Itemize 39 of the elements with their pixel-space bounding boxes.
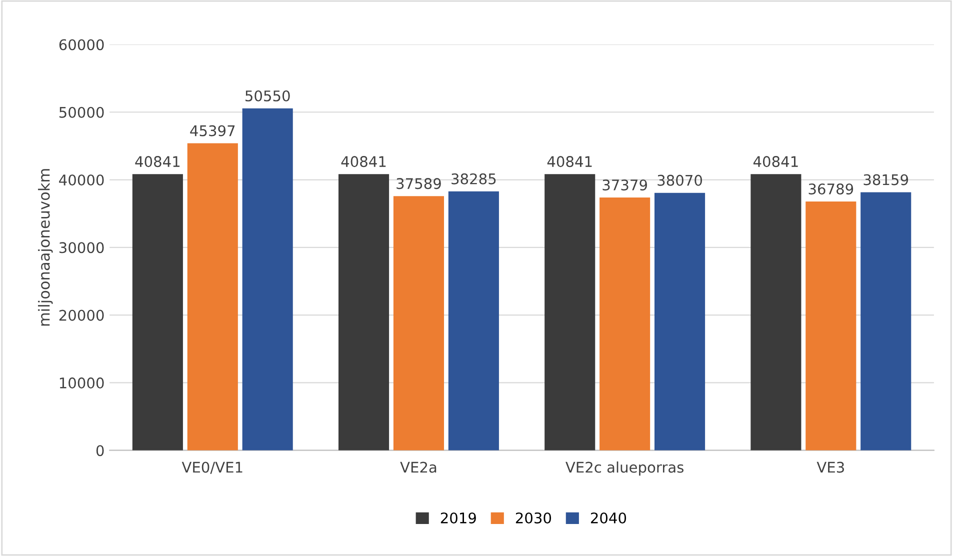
y-axis-title: miljoonaajoneuvokm [38,169,53,326]
bar [132,174,183,450]
y-tick-label: 30000 [59,242,104,254]
bar [544,174,596,450]
data-label: 40841 [135,156,180,168]
bar [448,191,499,450]
y-tick-label: 50000 [59,106,104,118]
data-label: 40841 [341,156,386,168]
data-label: 38070 [658,174,702,186]
bar [860,192,912,450]
data-label: 37589 [396,178,441,190]
y-tick-label: 20000 [59,310,104,321]
x-tick-label: VE2a [400,462,436,473]
data-label: 38159 [864,174,908,186]
bar [654,192,706,450]
y-tick-label: 40000 [59,174,104,186]
data-label: 50550 [246,90,290,102]
bar [750,174,802,450]
data-label: 40841 [547,156,592,168]
bar [242,108,293,450]
data-label: 36789 [808,183,854,194]
bar [806,201,856,450]
data-label: 45397 [190,125,235,136]
y-tick-label: 0 [96,445,104,456]
data-label: 37379 [602,179,647,191]
y-tick-label: 60000 [59,39,104,50]
bar [600,198,650,450]
x-tick-label: VE2c alueporras [566,461,684,476]
bar [187,143,238,450]
bar [393,196,444,450]
legend-label: 2040 [590,512,626,524]
x-tick-label: VE0/VE1 [182,462,242,474]
data-label: 38285 [452,173,496,184]
x-tick-label: VE3 [816,462,844,473]
legend-label: 2019 [440,512,476,524]
y-tick-label: 10000 [60,377,104,388]
legend-label: 2030 [516,512,552,524]
data-label: 40841 [753,156,798,168]
bar [338,174,390,450]
